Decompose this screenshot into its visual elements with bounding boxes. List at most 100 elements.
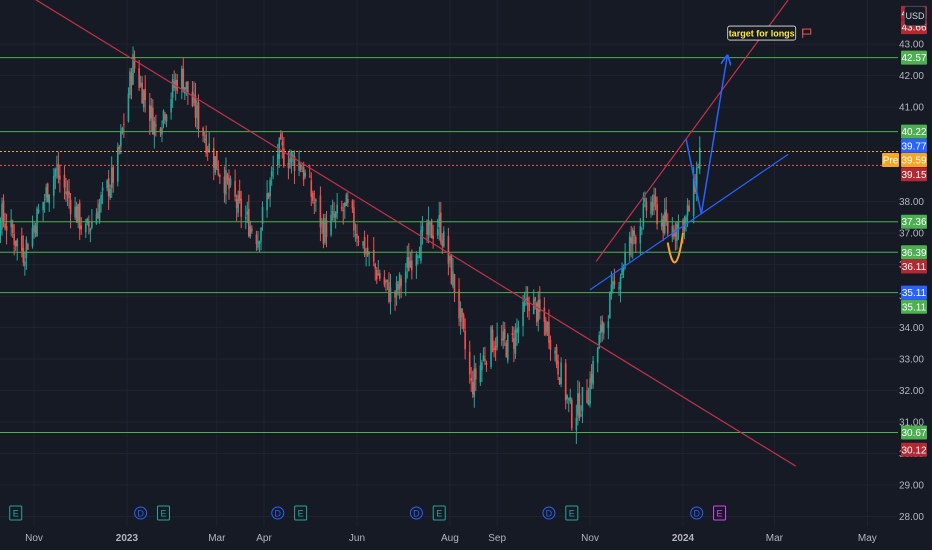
earnings-marker-label: E <box>569 509 575 519</box>
candle-body <box>78 202 81 230</box>
candle-body <box>386 279 389 282</box>
candle-body <box>249 226 252 237</box>
candle-body <box>411 260 413 271</box>
price-scale-tick-label: 37.00 <box>899 229 924 240</box>
candle-body <box>325 220 328 238</box>
candle-body <box>357 241 360 243</box>
price-label-text: 39.59 <box>901 156 926 167</box>
candle-body <box>532 299 535 315</box>
price-label-text: 42.57 <box>901 53 926 64</box>
candle-body <box>130 72 133 86</box>
x-axis-tick-label: May <box>858 533 877 544</box>
candle-body <box>475 368 477 380</box>
candle-body <box>21 235 23 251</box>
x-axis-tick-label: Mar <box>208 533 226 544</box>
candle-body <box>98 203 101 221</box>
candle-body <box>407 257 410 272</box>
candle-body <box>214 156 217 173</box>
candle-body <box>31 227 34 247</box>
price-scale-tick-label: 33.00 <box>899 355 924 366</box>
candle-body <box>362 241 364 246</box>
candle-body <box>10 219 12 228</box>
price-label-text: 35.11 <box>902 302 927 313</box>
candle-body <box>502 331 505 341</box>
candle-body <box>340 206 343 209</box>
candle-body <box>398 274 401 289</box>
candle-body <box>11 224 14 233</box>
candle-body <box>162 110 165 124</box>
candle-body <box>161 127 163 135</box>
candle-body <box>462 314 465 329</box>
candle-body <box>354 234 357 236</box>
candle-body <box>471 381 474 395</box>
candle-body <box>234 180 236 197</box>
candle-body <box>77 204 79 223</box>
candle-body <box>543 307 546 322</box>
candle-body <box>404 271 407 283</box>
candle-body <box>184 87 186 94</box>
price-label-text: 30.12 <box>901 445 926 456</box>
candle-body <box>496 336 498 347</box>
candle-body <box>75 206 78 223</box>
candle-body <box>255 234 258 245</box>
support-trendline <box>589 153 789 291</box>
candle-body <box>33 224 35 232</box>
price-scale-background <box>898 0 932 550</box>
candle-body <box>110 167 113 188</box>
candle-body <box>698 147 701 170</box>
price-label-badge <box>901 124 927 139</box>
candle-body <box>280 133 282 140</box>
candle-body <box>298 161 300 172</box>
candle-body <box>459 308 462 322</box>
premarket-tag-text: Pre <box>883 156 899 167</box>
premarket-tag-badge <box>882 153 899 168</box>
candle-body <box>315 199 317 202</box>
candle-body <box>517 327 520 333</box>
candle-body <box>244 217 247 219</box>
candle-body <box>193 94 195 104</box>
candle-body <box>142 90 145 108</box>
currency-label[interactable]: USD <box>904 6 926 26</box>
dividend-marker-icon <box>271 506 285 520</box>
candle-body <box>395 281 398 295</box>
candle-body <box>538 299 541 312</box>
annotation-text: target for longs <box>729 29 795 39</box>
candle-body <box>304 172 306 177</box>
candle-body <box>116 147 119 182</box>
candle-body <box>570 399 573 429</box>
candle-body <box>260 228 262 242</box>
candle-body <box>383 277 386 285</box>
earnings-marker-label: E <box>160 509 166 519</box>
candle-body <box>258 241 261 244</box>
candle-body <box>631 229 634 245</box>
candle-body <box>333 213 335 218</box>
candle-body <box>516 328 518 333</box>
candle-body <box>331 211 334 215</box>
candle-body <box>651 202 654 211</box>
dividend-marker-label: D <box>413 509 420 519</box>
candle-body <box>322 221 325 244</box>
candle-body <box>53 175 55 196</box>
price-scale-tick-label: 43.00 <box>899 40 924 51</box>
candle-body <box>225 169 227 195</box>
candle-body <box>580 414 582 416</box>
candle-body <box>503 328 506 339</box>
flag-icon <box>802 28 812 35</box>
candle-body <box>464 330 466 350</box>
candle-body <box>639 225 642 244</box>
dividend-marker-label: D <box>137 509 144 519</box>
candle-body <box>226 174 229 181</box>
candle-body <box>123 124 125 126</box>
candle-body <box>671 226 674 238</box>
candle-body <box>212 148 215 168</box>
candle-body <box>609 292 611 319</box>
candle-body <box>347 198 349 203</box>
candle-body <box>1 203 3 229</box>
candle-body <box>302 166 305 181</box>
candle-body <box>133 57 136 69</box>
candle-body <box>182 68 185 92</box>
price-label-text: 37.36 <box>901 217 926 228</box>
candle-body <box>97 211 99 219</box>
price-scale-tick-label: 31.00 <box>899 418 924 429</box>
